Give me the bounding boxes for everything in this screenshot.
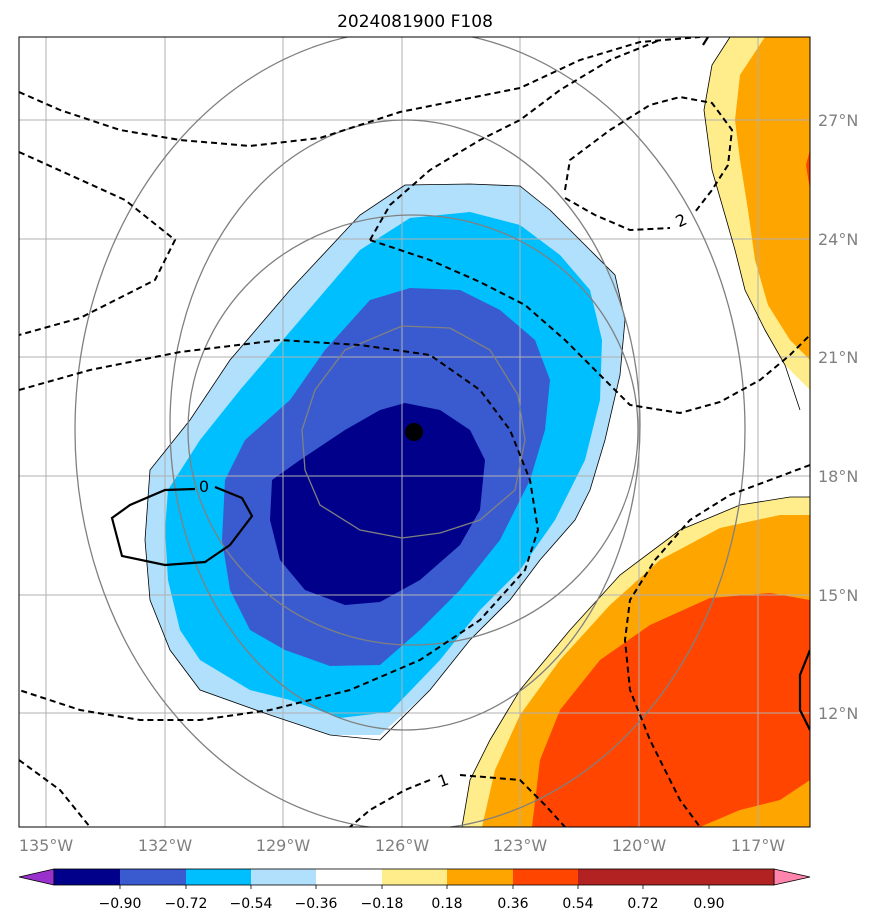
solid-contour-ne xyxy=(702,37,709,46)
dashed-contour xyxy=(349,779,431,827)
dashed-contour xyxy=(19,338,540,721)
colorbar-segment xyxy=(54,869,120,885)
contour-label: 0 xyxy=(199,477,209,496)
lon-tick-label: 123°W xyxy=(493,836,548,855)
dashed-contour xyxy=(369,39,661,241)
lon-tick-label: 120°W xyxy=(612,836,667,855)
lon-tick-label: 126°W xyxy=(375,836,430,855)
gray-ring xyxy=(74,37,746,827)
colorbar-label: 0.36 xyxy=(497,896,528,912)
dashed-contour xyxy=(369,239,810,415)
colorbar-segment xyxy=(316,869,382,885)
shade-orangered-se xyxy=(532,593,810,827)
gray-contours xyxy=(74,37,746,827)
lat-tick-label: 18°N xyxy=(818,467,858,486)
colorbar-segment xyxy=(709,869,774,885)
map-frame xyxy=(18,36,811,828)
colorbar: −0.90 −0.72 −0.54 −0.36 −0.18 0.18 0.36 … xyxy=(18,868,811,912)
outline-positive-se xyxy=(461,496,810,827)
dashed-contour xyxy=(19,37,701,148)
gridlines xyxy=(19,37,810,827)
outline-positive-ne xyxy=(703,37,801,411)
lat-tick-label: 12°N xyxy=(818,704,858,723)
colorbar-label: −0.90 xyxy=(99,896,142,912)
dashed-contour xyxy=(564,197,671,232)
gray-ring xyxy=(169,119,641,731)
dashed-contour xyxy=(19,759,91,827)
solid-contours xyxy=(110,37,810,731)
colorbar-label: −0.72 xyxy=(165,896,208,912)
colorbar-label: 0.72 xyxy=(627,896,658,912)
colorbar-label: −0.18 xyxy=(361,896,404,912)
colorbar-extend-right xyxy=(773,868,811,886)
lat-tick-label: 27°N xyxy=(818,111,858,130)
map-plot-area: 0 1 2 xyxy=(19,37,810,827)
colorbar-label: 0.90 xyxy=(693,896,724,912)
latitude-labels: 12°N 15°N 18°N 21°N 24°N 27°N xyxy=(818,111,858,723)
zero-outline-contours xyxy=(144,37,810,827)
map-title: 2024081900 F108 xyxy=(337,12,493,32)
dashed-contour xyxy=(623,464,810,827)
colorbar-extend-left xyxy=(18,868,55,886)
shade-dark-blue xyxy=(270,403,485,605)
colorbar-segment xyxy=(382,869,447,885)
solid-contour-se xyxy=(798,649,810,731)
colorbar-label: 0.54 xyxy=(562,896,593,912)
colorbar-ticks xyxy=(119,885,710,889)
lon-tick-label: 129°W xyxy=(256,836,311,855)
outline-negative-region xyxy=(144,183,626,741)
lat-tick-label: 24°N xyxy=(818,230,858,249)
positive-anomaly-shading xyxy=(462,37,810,827)
dashed-contour xyxy=(459,774,566,827)
shade-orangered-ne xyxy=(806,150,810,190)
lon-tick-label: 117°W xyxy=(731,836,786,855)
negative-anomaly-shading xyxy=(145,184,625,735)
lat-tick-label: 21°N xyxy=(818,348,858,367)
solid-contour-zero xyxy=(110,485,254,567)
gray-ring-inner xyxy=(301,325,526,539)
dashed-contour xyxy=(564,95,734,213)
longitude-labels: 135°W 132°W 129°W 126°W 123°W 120°W 117°… xyxy=(19,836,786,855)
colorbar-segment xyxy=(578,869,643,885)
lon-tick-label: 135°W xyxy=(19,836,74,855)
lat-tick-label: 15°N xyxy=(818,586,858,605)
colorbar-segment xyxy=(251,869,316,885)
colorbar-labels: −0.90 −0.72 −0.54 −0.36 −0.18 0.18 0.36 … xyxy=(99,896,725,912)
colorbar-frame xyxy=(53,868,775,886)
colorbar-segment xyxy=(447,869,513,885)
colorbar-segment xyxy=(513,869,578,885)
colorbar-segment xyxy=(120,869,186,885)
lon-tick-label: 132°W xyxy=(138,836,193,855)
dashed-contour xyxy=(19,151,177,336)
gray-ring xyxy=(187,214,639,646)
colorbar-label: −0.54 xyxy=(230,896,273,912)
colorbar-segment xyxy=(643,869,709,885)
shade-orange-ne xyxy=(735,37,810,360)
colorbar-segment xyxy=(186,869,251,885)
colorbar-label: 0.18 xyxy=(431,896,462,912)
dashed-contours xyxy=(19,37,810,827)
colorbar-label: −0.36 xyxy=(295,896,338,912)
storm-center-marker xyxy=(405,423,423,441)
